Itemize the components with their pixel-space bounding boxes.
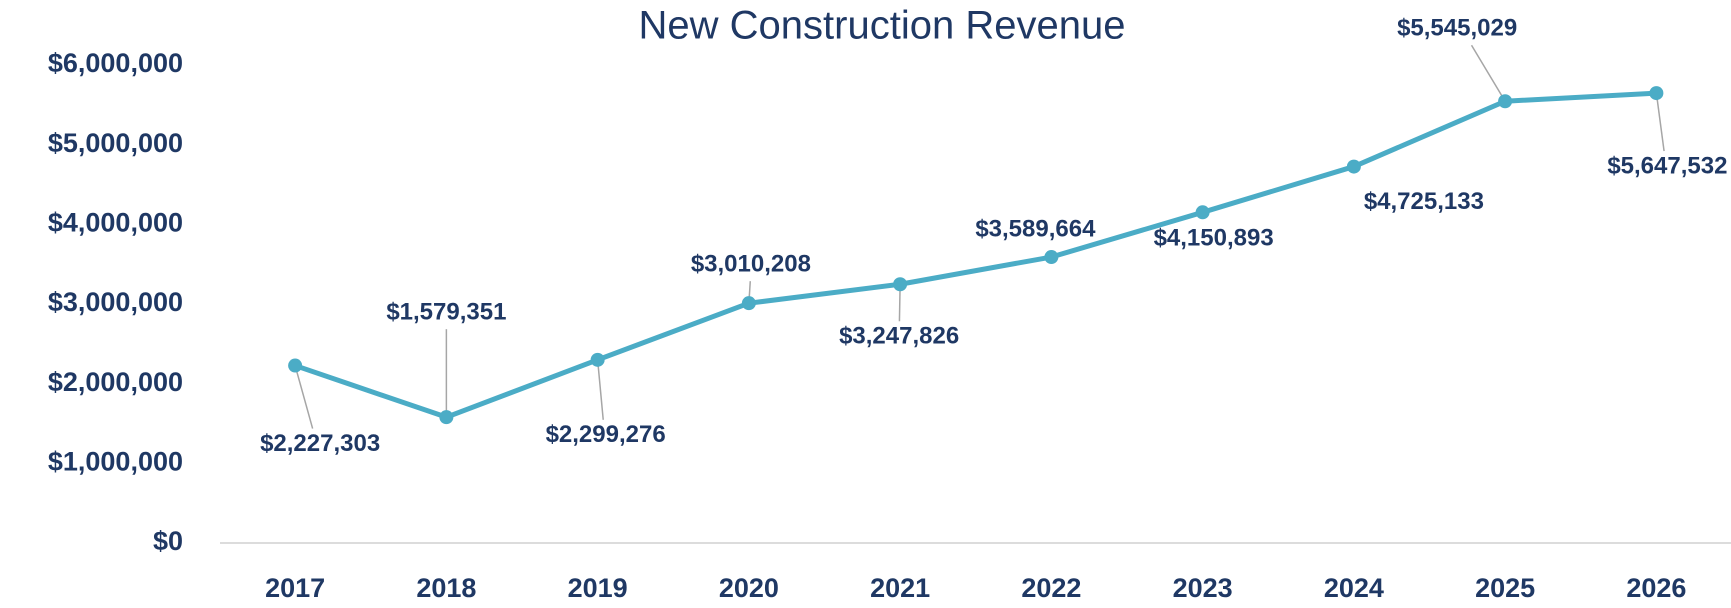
x-tick-label: 2022 bbox=[1021, 573, 1081, 603]
leader-line bbox=[1470, 44, 1506, 102]
line bbox=[294, 90, 1657, 420]
data-label: $2,299,276 bbox=[546, 421, 666, 448]
x-tick-label: 2017 bbox=[265, 573, 325, 603]
y-tick-label: $6,000,000 bbox=[48, 48, 183, 78]
point bbox=[590, 352, 605, 367]
data-label: $3,589,664 bbox=[975, 215, 1096, 242]
point bbox=[893, 277, 908, 292]
data-label: $1,579,351 bbox=[386, 299, 506, 326]
chart-title: New Construction Revenue bbox=[639, 4, 1126, 48]
y-tick-label: $5,000,000 bbox=[48, 128, 183, 158]
point bbox=[741, 296, 756, 311]
x-tick-label: 2021 bbox=[870, 573, 930, 603]
point bbox=[1649, 86, 1664, 101]
leader-line bbox=[294, 365, 314, 429]
y-tick-label: $4,000,000 bbox=[48, 207, 183, 237]
data-label: $2,227,303 bbox=[260, 430, 380, 457]
leader-line bbox=[596, 359, 604, 420]
y-tick-label: $0 bbox=[153, 526, 183, 556]
point bbox=[1195, 205, 1210, 220]
x-tick-label: 2018 bbox=[416, 573, 476, 603]
x-tick-label: 2020 bbox=[719, 573, 779, 603]
leader-line bbox=[1655, 92, 1665, 152]
data-label: $4,150,893 bbox=[1154, 225, 1274, 252]
point bbox=[288, 358, 303, 373]
y-tick-label: $1,000,000 bbox=[48, 446, 183, 476]
x-tick-label: 2025 bbox=[1475, 573, 1535, 603]
point bbox=[1498, 94, 1513, 109]
point bbox=[1346, 159, 1361, 174]
x-tick-label: 2024 bbox=[1324, 573, 1384, 603]
data-label: $3,010,208 bbox=[691, 251, 811, 278]
x-tick-label: 2023 bbox=[1173, 573, 1233, 603]
data-label: $5,647,532 bbox=[1607, 152, 1727, 179]
x-tick-label: 2019 bbox=[568, 573, 628, 603]
y-tick-label: $2,000,000 bbox=[48, 367, 183, 397]
x-tick-label: 2026 bbox=[1626, 573, 1686, 603]
data-label: $4,725,133 bbox=[1364, 188, 1484, 215]
data-label: $3,247,826 bbox=[839, 323, 959, 350]
data-label: $5,545,029 bbox=[1397, 15, 1517, 42]
point bbox=[439, 410, 454, 425]
y-tick-label: $3,000,000 bbox=[48, 287, 183, 317]
point bbox=[1044, 250, 1059, 265]
